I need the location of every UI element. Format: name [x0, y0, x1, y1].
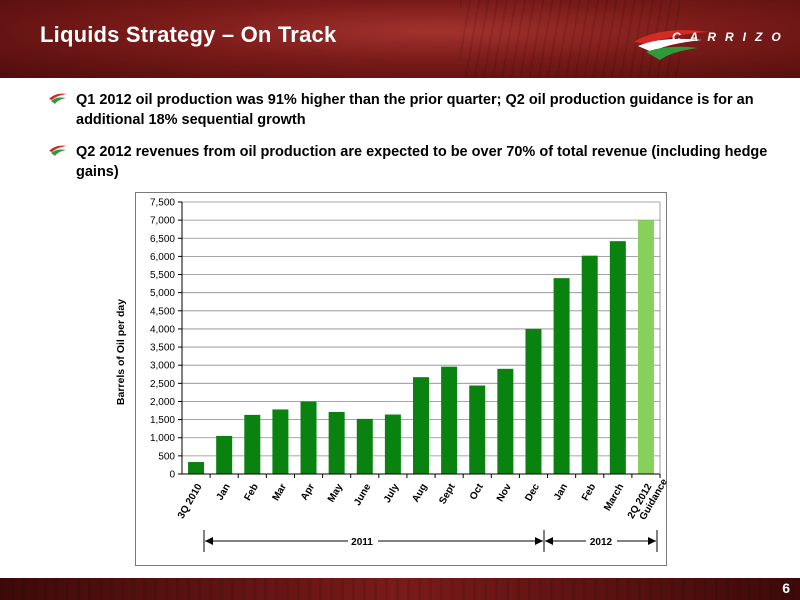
- slide-header: Liquids Strategy – On Track CARRIZO: [0, 0, 800, 78]
- arrow-left-icon: [205, 537, 213, 545]
- group-label-2012: 2012: [590, 537, 613, 548]
- y-tick-label: 5,000: [150, 288, 175, 299]
- bar: [441, 366, 458, 474]
- x-tick-label: Apr: [299, 482, 317, 503]
- bar: [244, 414, 261, 474]
- chart-bars: [188, 220, 661, 478]
- y-tick-label: 6,000: [150, 252, 175, 263]
- y-tick-labels: 0 500 1,000 1,500 2,000 2,500 3,000 3,500 4,000 4…: [150, 198, 175, 481]
- x-tick-label: 3Q 2010: [176, 482, 205, 521]
- footer-texture: [0, 578, 800, 600]
- arrow-left-icon: [545, 537, 553, 545]
- y-tick-label: 500: [158, 451, 175, 462]
- bullet-swoosh-icon: [49, 93, 67, 104]
- x-tick-label: May: [326, 482, 345, 505]
- y-tick-label: 0: [169, 470, 175, 481]
- x-tick-label: June: [352, 482, 373, 508]
- x-tick-label: Sept: [437, 481, 458, 506]
- bar: [637, 220, 654, 474]
- bar: [609, 241, 626, 474]
- x-tick-label: Mar: [271, 482, 289, 503]
- year-groups: 2011 2012: [203, 530, 658, 552]
- bullet-swoosh-icon: [49, 145, 67, 156]
- bar: [525, 328, 542, 474]
- bullet-item: Q1 2012 oil production was 91% higher th…: [48, 90, 778, 130]
- x-tick-label: Jan: [215, 482, 233, 502]
- slide-footer: 6: [0, 578, 800, 600]
- page-number: 6: [782, 580, 790, 596]
- logo-wordmark: CARRIZO: [672, 30, 790, 44]
- y-tick-label: 2,000: [150, 397, 175, 408]
- slide-title: Liquids Strategy – On Track: [40, 22, 337, 47]
- bar: [469, 385, 486, 474]
- y-tick-label: 6,500: [150, 234, 175, 245]
- y-tick-label: 4,500: [150, 306, 175, 317]
- y-axis-label: Barrels of Oil per day: [115, 299, 127, 405]
- group-label-2011: 2011: [351, 537, 373, 548]
- x-tick-label: Feb: [242, 482, 260, 503]
- bar: [356, 418, 373, 474]
- x-tick-label: Dec: [523, 482, 542, 504]
- chart-axes: [181, 202, 661, 475]
- y-tick-label: 3,500: [150, 343, 175, 354]
- y-tick-label: 2,500: [150, 379, 175, 390]
- y-tick-label: 7,000: [150, 216, 175, 227]
- x-tick-labels: 3Q 2010 Jan Feb Mar Apr May June July Aug Sept Oct…: [176, 471, 670, 526]
- x-tick-label: 2Q 2012Guidance: [626, 471, 670, 526]
- carrizo-logo: [634, 30, 710, 60]
- arrow-right-icon: [535, 537, 543, 545]
- x-tick-label: Nov: [495, 482, 514, 504]
- y-tick-label: 1,500: [150, 415, 175, 426]
- chart-frame: [135, 192, 667, 566]
- bullet-text: Q1 2012 oil production was 91% higher th…: [76, 92, 754, 128]
- x-tick-label: July: [382, 482, 402, 505]
- bar: [581, 255, 598, 474]
- bar: [272, 409, 289, 474]
- x-tick-label: Aug: [410, 482, 429, 504]
- x-tick-label: Feb: [580, 482, 598, 503]
- x-tick-label: March: [602, 482, 626, 513]
- y-tick-label: 1,000: [150, 433, 175, 444]
- bar: [300, 401, 317, 474]
- bullet-item: Q2 2012 revenues from oil production are…: [48, 142, 778, 182]
- bar: [188, 462, 205, 474]
- y-tick-label: 4,000: [150, 324, 175, 335]
- x-tick-label: Jan: [552, 482, 570, 502]
- y-tick-label: 5,500: [150, 270, 175, 281]
- arrow-right-icon: [648, 537, 656, 545]
- bullet-text: Q2 2012 revenues from oil production are…: [76, 144, 768, 180]
- y-tick-label: 3,000: [150, 361, 175, 372]
- y-tick-label: 7,500: [150, 198, 175, 209]
- bar: [413, 377, 429, 474]
- bar: [553, 278, 570, 474]
- bar: [384, 414, 401, 474]
- bar: [497, 368, 514, 474]
- x-tick-label: Oct: [468, 481, 486, 502]
- bar: [328, 411, 345, 474]
- bullet-list: Q1 2012 oil production was 91% higher th…: [48, 90, 778, 194]
- bar: [216, 435, 233, 474]
